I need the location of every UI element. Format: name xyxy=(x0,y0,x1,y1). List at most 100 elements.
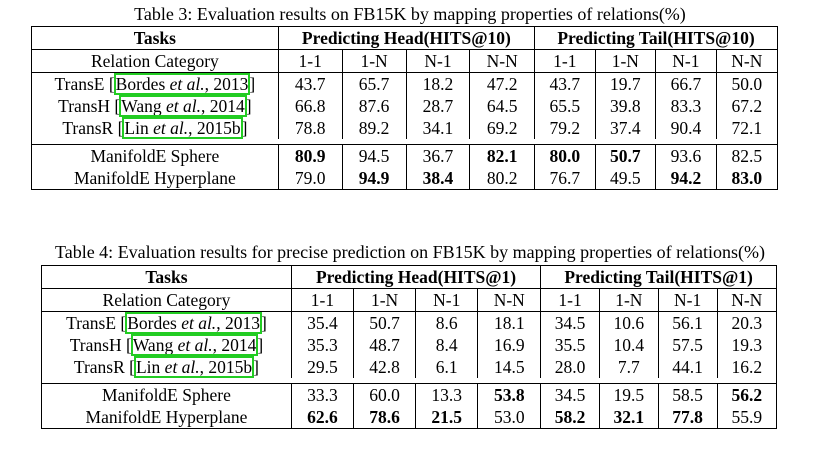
value-cell: 35.3 xyxy=(290,334,355,356)
separator-row xyxy=(41,378,777,384)
citation-etal: et al. xyxy=(177,335,213,355)
citation-author: Lin xyxy=(124,118,149,138)
value-cell: 36.7 xyxy=(405,144,471,167)
mapping-column-header: N-N xyxy=(716,288,777,312)
bracket-close: ] xyxy=(253,357,259,377)
citation-year: , 2014 xyxy=(201,96,245,116)
tasks-header: Tasks xyxy=(41,265,292,289)
citation-year: , 2014 xyxy=(212,335,257,355)
subheader-row: Relation Category 1-1 1-N N-1 N-N 1-1 1-N N-1 N-… xyxy=(31,49,779,73)
citation-link[interactable]: Bordes et al., 2013 xyxy=(113,73,251,95)
relation-category-label: Relation Category xyxy=(41,288,292,312)
table-row: TransE [Bordes et al., 2013] 35.4 50.7 8.6 1… xyxy=(41,311,777,334)
value-cell: 19.3 xyxy=(716,334,777,356)
value-cell: 29.5 xyxy=(290,356,355,378)
model-name: TransR xyxy=(73,357,125,377)
value-cell: 80.0 xyxy=(534,144,596,167)
value-cell: 39.8 xyxy=(594,95,657,117)
bracket-close: ] xyxy=(245,96,252,116)
value-cell: 32.1 xyxy=(598,406,659,429)
value-cell: 43.7 xyxy=(534,72,596,95)
relation-category-label: Relation Category xyxy=(31,49,279,73)
citation-author: Wang xyxy=(121,96,162,116)
mapping-column-header: 1-1 xyxy=(540,288,600,312)
bracket-open: [ xyxy=(114,96,121,116)
bracket-close: ] xyxy=(260,313,267,333)
value-cell: 34.5 xyxy=(540,311,600,334)
model-name-cell: TransE [Bordes et al., 2013] xyxy=(41,311,292,334)
bracket-close: ] xyxy=(241,118,248,138)
value-cell: 44.1 xyxy=(657,356,718,378)
citation-etal: et al. xyxy=(169,74,205,94)
value-cell: 35.5 xyxy=(540,334,600,356)
value-cell: 66.8 xyxy=(277,95,343,117)
citation-author: Lin xyxy=(135,357,161,377)
predicting-tail-header: Predicting Tail(HITS@1) xyxy=(540,265,777,289)
citation-etal: et al. xyxy=(166,96,201,116)
model-name-cell: TransH [Wang et al., 2014] xyxy=(41,334,292,356)
value-cell: 34.1 xyxy=(405,117,471,139)
table4-caption: Table 4: Evaluation results for precise … xyxy=(54,242,766,262)
model-name-cell: ManifoldE Sphere xyxy=(41,383,292,406)
value-cell: 53.0 xyxy=(477,406,542,429)
table-row: ManifoldE Hyperplane 62.6 78.6 21.5 53.0 58.2… xyxy=(41,406,777,429)
citation-link[interactable]: Wang et al., 2014 xyxy=(130,334,259,356)
predicting-tail-header: Predicting Tail(HITS@10) xyxy=(534,26,778,50)
citation-link[interactable]: Wang et al., 2014 xyxy=(119,95,247,117)
model-name-cell: ManifoldE Sphere xyxy=(31,144,279,167)
value-cell: 34.5 xyxy=(540,383,600,406)
header-row: Tasks Predicting Head(HITS@1) Predicting T… xyxy=(41,265,777,289)
subheader-row: Relation Category 1-1 1-N N-1 N-N 1-1 1-N N-1 N-… xyxy=(41,288,777,312)
separator xyxy=(41,378,777,384)
mapping-column-header: 1-N xyxy=(594,49,657,73)
table-row: ManifoldE Sphere 80.9 94.5 36.7 82.1 80.0 50.7… xyxy=(31,144,779,167)
citation-etal: et al. xyxy=(164,357,200,377)
citation-year: , 2015b xyxy=(199,357,253,377)
citation-author: Wang xyxy=(132,335,174,355)
value-cell: 80.9 xyxy=(277,144,343,167)
separator-row xyxy=(31,139,778,145)
value-cell: 13.3 xyxy=(415,383,479,406)
bracket-open: [ xyxy=(117,118,124,138)
mapping-column-header: N-N xyxy=(715,49,779,73)
model-name-cell: ManifoldE Hyperplane xyxy=(41,406,292,429)
table-row: TransE [Bordes et al., 2013] 43.7 65.7 18.2… xyxy=(31,72,779,95)
value-cell: 37.4 xyxy=(594,117,657,139)
value-cell: 80.2 xyxy=(469,167,536,190)
value-cell: 94.5 xyxy=(341,144,407,167)
bracket-close: ] xyxy=(249,74,256,94)
value-cell: 38.4 xyxy=(405,167,471,190)
mapping-column-header: N-1 xyxy=(655,49,717,73)
citation-link[interactable]: Lin et al., 2015b xyxy=(133,356,255,378)
value-cell: 53.8 xyxy=(477,383,542,406)
value-cell: 69.2 xyxy=(469,117,536,139)
value-cell: 57.5 xyxy=(657,334,718,356)
mapping-column-header: 1-1 xyxy=(534,49,596,73)
bracket-open: [ xyxy=(120,313,127,333)
citation-link[interactable]: Lin et al., 2015b xyxy=(122,117,243,139)
value-cell: 58.2 xyxy=(540,406,600,429)
citation-link[interactable]: Bordes et al., 2013 xyxy=(125,312,262,334)
value-cell: 72.1 xyxy=(715,117,779,139)
model-name-cell: TransH [Wang et al., 2014] xyxy=(31,95,279,117)
bracket-open: [ xyxy=(129,357,135,377)
value-cell: 79.0 xyxy=(277,167,343,190)
bracket-close: ] xyxy=(257,335,264,355)
mapping-column-header: 1-N xyxy=(353,288,417,312)
citation-year: , 2015b xyxy=(188,118,241,138)
table-row: TransR [Lin et al., 2015b] 78.8 89.2 34.1 69… xyxy=(31,117,779,139)
model-name: TransE xyxy=(66,313,117,333)
value-cell: 62.6 xyxy=(290,406,355,429)
model-name-cell: TransE [Bordes et al., 2013] xyxy=(31,72,279,95)
value-cell: 8.6 xyxy=(415,311,479,334)
citation-year: , 2013 xyxy=(216,313,260,333)
separator xyxy=(31,139,778,145)
value-cell: 65.5 xyxy=(534,95,596,117)
tasks-header: Tasks xyxy=(31,26,279,50)
value-cell: 67.2 xyxy=(715,95,779,117)
value-cell: 19.7 xyxy=(594,72,657,95)
table-row: TransR [Lin et al., 2015b] 29.5 42.8 6.1 14.… xyxy=(41,356,777,378)
value-cell: 78.6 xyxy=(353,406,417,429)
value-cell: 78.8 xyxy=(277,117,343,139)
model-name: TransE xyxy=(54,74,105,94)
